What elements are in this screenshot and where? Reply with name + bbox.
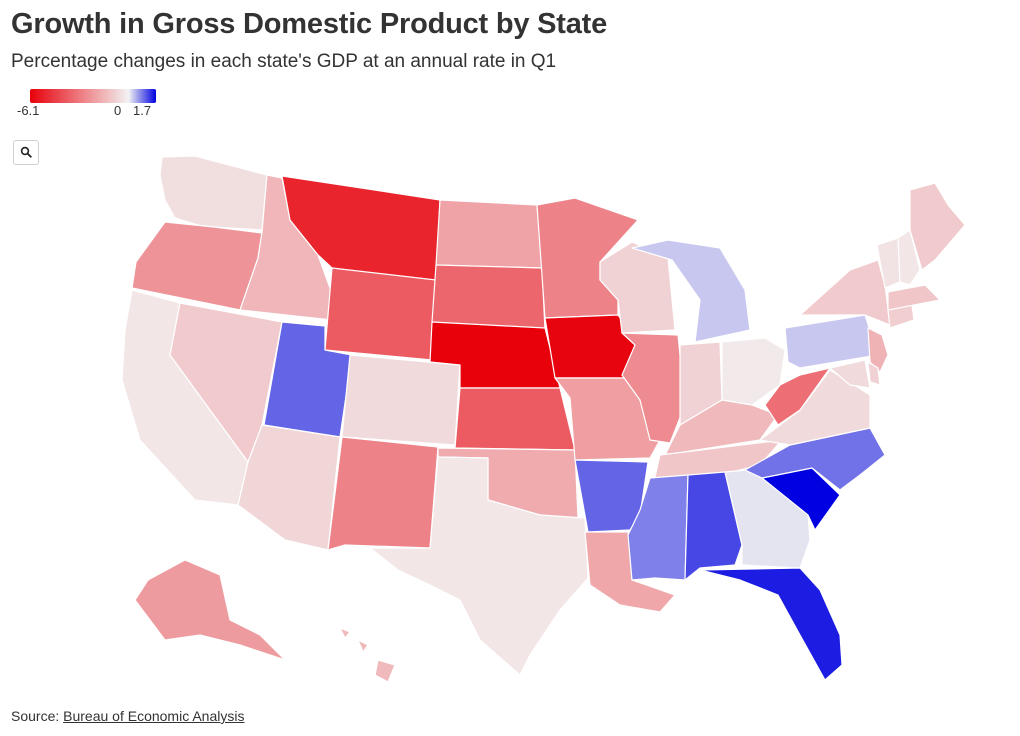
state-MD[interactable] <box>829 359 871 389</box>
state-WY[interactable] <box>324 267 437 361</box>
source-prefix: Source: <box>11 708 64 724</box>
state-MI[interactable] <box>631 239 751 343</box>
state-NM[interactable] <box>327 436 439 551</box>
state-CO[interactable] <box>341 354 461 446</box>
state-DE[interactable] <box>867 361 881 386</box>
state-NJ[interactable] <box>867 327 889 373</box>
state-AZ[interactable] <box>237 424 341 551</box>
state-MA[interactable] <box>887 284 941 311</box>
chart-subtitle: Percentage changes in each state's GDP a… <box>11 51 557 72</box>
state-TX[interactable] <box>369 456 589 676</box>
us-state-map <box>121 155 966 683</box>
search-icon <box>20 146 32 158</box>
legend-min-label: -6.1 <box>17 103 40 118</box>
source-link[interactable]: Bureau of Economic Analysis <box>63 708 245 724</box>
state-FL[interactable] <box>699 567 843 681</box>
state-KS[interactable] <box>454 387 576 451</box>
state-SD[interactable] <box>431 264 546 331</box>
state-NH[interactable] <box>897 229 921 286</box>
state-PA[interactable] <box>784 314 879 369</box>
state-NY[interactable] <box>799 259 891 326</box>
zoom-button[interactable] <box>13 140 39 165</box>
state-ME[interactable] <box>909 182 966 271</box>
state-ND[interactable] <box>435 199 543 269</box>
color-legend: -6.1 0 1.7 <box>14 88 164 122</box>
source-note: Source: Bureau of Economic Analysis <box>11 708 244 724</box>
state-WA[interactable] <box>159 155 268 231</box>
legend-gradient-bar <box>30 89 156 103</box>
chart-title: Growth in Gross Domestic Product by Stat… <box>11 8 608 40</box>
state-HI[interactable] <box>339 627 396 683</box>
legend-zero-label: 0 <box>114 103 122 118</box>
state-AK[interactable] <box>134 559 286 661</box>
legend-max-label: 1.7 <box>133 103 152 118</box>
state-WI[interactable] <box>599 241 676 334</box>
